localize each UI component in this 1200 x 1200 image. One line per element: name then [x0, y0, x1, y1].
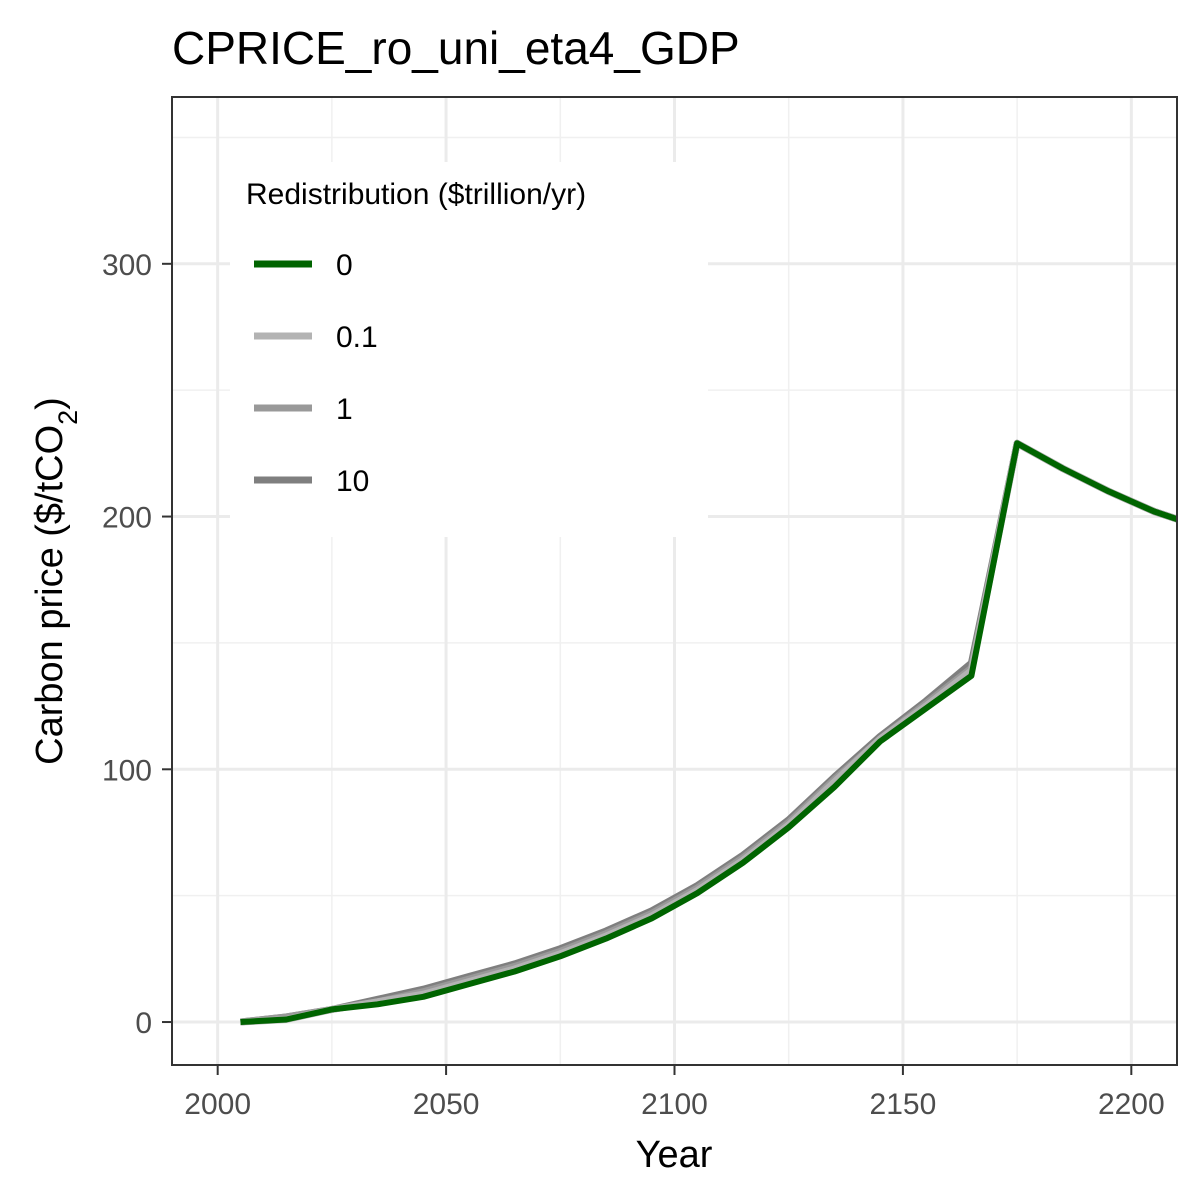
- y-axis: 0 100 200 300: [102, 249, 172, 1040]
- legend-label-1: 1: [336, 393, 353, 426]
- y-tick-label: 0: [135, 1007, 152, 1040]
- y-tick-label: 300: [102, 249, 152, 282]
- y-axis-title-tail: ): [29, 397, 71, 410]
- y-axis-title: Carbon price ($/tCO2): [29, 397, 83, 765]
- x-axis-title: Year: [636, 1134, 713, 1176]
- legend-items: 0 0.1 1 10: [254, 249, 378, 498]
- y-tick-label: 100: [102, 754, 152, 787]
- y-axis-title-subscript: 2: [53, 410, 83, 425]
- legend-label-0-1: 0.1: [336, 321, 378, 354]
- legend: Redistribution ($trillion/yr) 0 0.1 1 10: [230, 162, 708, 537]
- y-axis-title-main: Carbon price ($/tCO: [29, 425, 71, 765]
- x-tick-label: 2050: [413, 1088, 480, 1121]
- y-tick-label: 200: [102, 502, 152, 535]
- x-axis: 2000 2050 2100 2150 2200: [184, 1065, 1165, 1121]
- x-tick-label: 2150: [870, 1088, 937, 1121]
- legend-background: [230, 162, 708, 537]
- legend-label-10: 10: [336, 465, 369, 498]
- legend-title: Redistribution ($trillion/yr): [246, 178, 586, 211]
- series-line-0: [240, 440, 1177, 1025]
- x-tick-label: 2000: [184, 1088, 251, 1121]
- chart-title: CPRICE_ro_uni_eta4_GDP: [172, 22, 740, 74]
- x-tick-label: 2100: [641, 1088, 708, 1121]
- x-tick-label: 2200: [1098, 1088, 1165, 1121]
- series-lines: [240, 439, 1177, 1026]
- legend-label-0: 0: [336, 249, 353, 282]
